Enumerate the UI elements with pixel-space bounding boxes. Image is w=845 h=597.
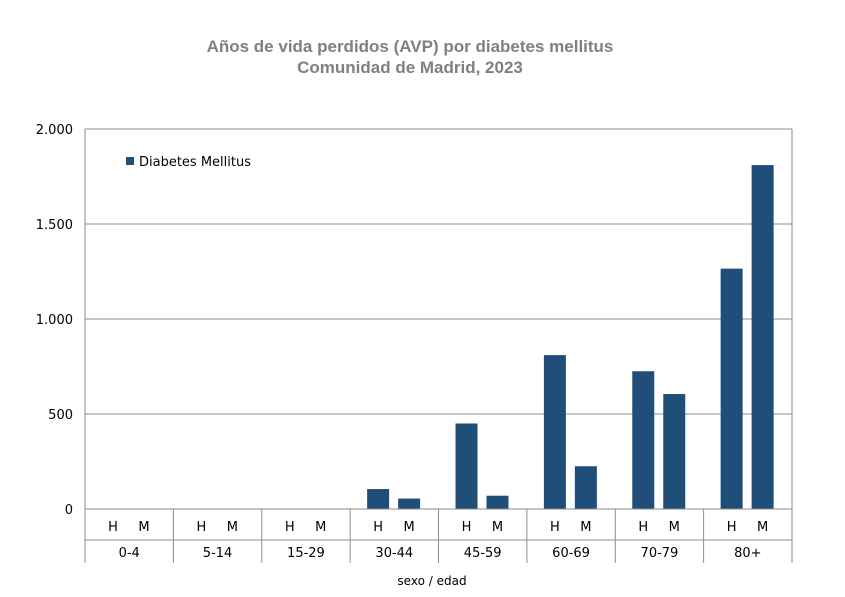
- age-group-label: 80+: [734, 546, 761, 561]
- bars: [367, 165, 774, 509]
- bar-80+-H: [720, 268, 743, 509]
- gridlines: [84, 128, 793, 510]
- age-group-label: 60-69: [552, 546, 590, 561]
- age-group-label: 0-4: [119, 546, 140, 561]
- legend-label: Diabetes Mellitus: [139, 155, 251, 170]
- x-axis-label: sexo / edad: [397, 574, 466, 588]
- sex-label: H: [462, 520, 472, 535]
- sex-label: M: [669, 520, 680, 535]
- y-tick-label: 500: [48, 408, 73, 423]
- bar-60-69-H: [543, 355, 566, 509]
- bar-30-44-H: [367, 489, 390, 509]
- y-axis-ticks: 0 500 1.000 1.500 2.000: [36, 123, 73, 518]
- chart-title: Años de vida perdidos (AVP) por diabetes…: [0, 36, 820, 78]
- y-tick-label: 1.000: [36, 313, 73, 328]
- bar-70-79-H: [632, 371, 655, 509]
- sex-label: M: [227, 520, 238, 535]
- sex-label: H: [285, 520, 295, 535]
- bar-70-79-M: [663, 394, 686, 509]
- sex-label: H: [108, 520, 118, 535]
- bar-45-59-M: [486, 495, 509, 509]
- age-group-label: 70-79: [641, 546, 679, 561]
- chart-title-line2: Comunidad de Madrid, 2023: [297, 58, 523, 77]
- age-group-label: 30-44: [375, 546, 413, 561]
- legend-swatch: [126, 157, 134, 165]
- sex-label: M: [404, 520, 415, 535]
- bar-60-69-M: [574, 466, 597, 509]
- sex-label: H: [638, 520, 648, 535]
- chart-title-line1: Años de vida perdidos (AVP) por diabetes…: [206, 37, 614, 56]
- sex-label: H: [550, 520, 560, 535]
- y-tick-label: 2.000: [36, 123, 73, 138]
- y-tick-label: 0: [65, 503, 73, 518]
- bar-45-59-H: [455, 423, 478, 509]
- y-tick-label: 1.500: [36, 218, 73, 233]
- bar-30-44-M: [398, 498, 421, 509]
- age-group-label: 5-14: [203, 546, 233, 561]
- age-group-label: 45-59: [464, 546, 502, 561]
- sex-label: M: [492, 520, 503, 535]
- sex-label: M: [580, 520, 591, 535]
- bar-80+-M: [751, 165, 774, 509]
- sex-label: H: [727, 520, 737, 535]
- age-group-label: 15-29: [287, 546, 325, 561]
- sex-label: M: [315, 520, 326, 535]
- sex-label: H: [373, 520, 383, 535]
- sex-label: M: [757, 520, 768, 535]
- sex-label: H: [196, 520, 206, 535]
- x-axis: H M0-4H M5-14H M15-29H M30-44H M45-59H M60-69H…: [84, 508, 793, 563]
- legend: Diabetes Mellitus: [126, 155, 251, 170]
- sex-label: M: [138, 520, 149, 535]
